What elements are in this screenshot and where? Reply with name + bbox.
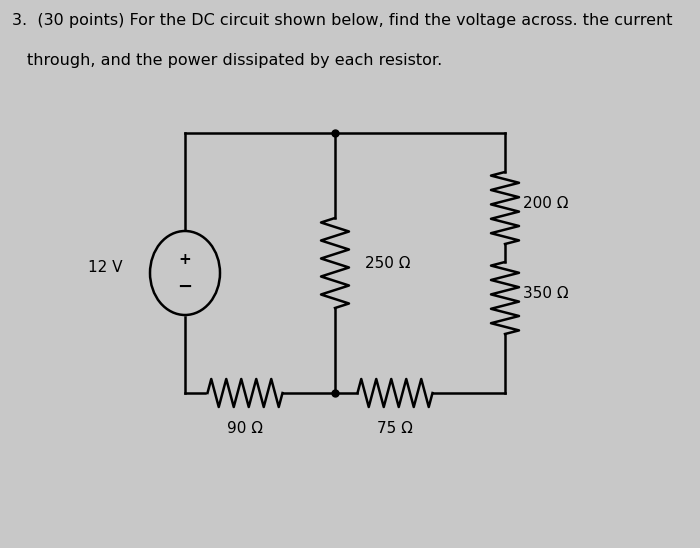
Text: +: + <box>178 253 191 267</box>
Text: 350 Ω: 350 Ω <box>523 286 568 300</box>
Text: 90 Ω: 90 Ω <box>227 421 263 436</box>
Text: −: − <box>177 278 192 296</box>
Text: 200 Ω: 200 Ω <box>523 196 568 210</box>
Text: 3.  (30 points) For the DC circuit shown below, find the voltage across. the cur: 3. (30 points) For the DC circuit shown … <box>12 13 673 28</box>
Text: 75 Ω: 75 Ω <box>377 421 413 436</box>
Text: 250 Ω: 250 Ω <box>365 255 410 271</box>
Text: 12 V: 12 V <box>88 260 123 276</box>
Text: through, and the power dissipated by each resistor.: through, and the power dissipated by eac… <box>27 53 442 68</box>
